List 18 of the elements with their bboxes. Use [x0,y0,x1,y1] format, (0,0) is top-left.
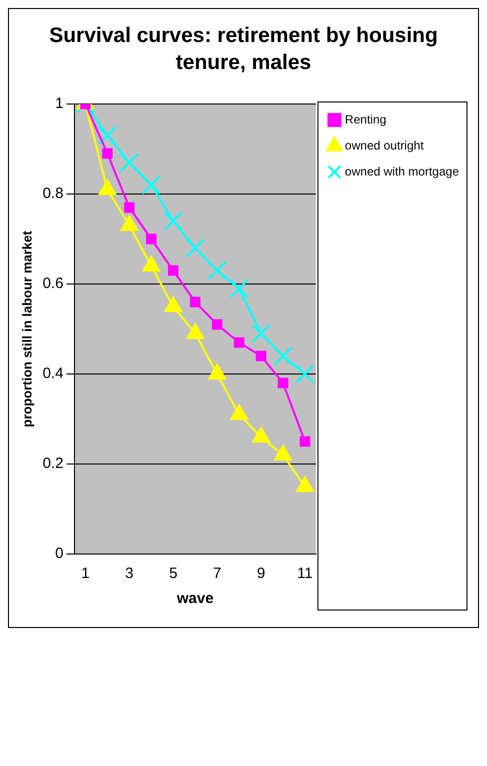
x-tick-label: 11 [297,565,313,582]
y-axis-title: proportion still in labour market [19,230,34,428]
y-tick-label: 0.2 [42,455,64,472]
y-tick-label: 1 [55,95,64,112]
x-tick-label: 3 [125,565,134,582]
y-tick-label: 0.4 [42,365,64,382]
chart-title: Survival curves: retirement by housing tenure, males [48,23,439,76]
x-tick-label: 7 [212,565,222,582]
y-tick-label: 0.6 [42,275,64,292]
legend-label: owned with mortgage [344,164,460,178]
x-axis-title: wave [176,590,214,608]
legend-label: Renting [344,112,386,126]
x-tick-label: 5 [169,565,178,582]
y-tick-label: 0 [55,545,64,562]
x-tick-label: 9 [256,565,266,582]
x-tick-label: 1 [81,565,90,582]
legend-label: owned outright [344,138,424,152]
y-tick-label: 0.8 [42,185,64,202]
